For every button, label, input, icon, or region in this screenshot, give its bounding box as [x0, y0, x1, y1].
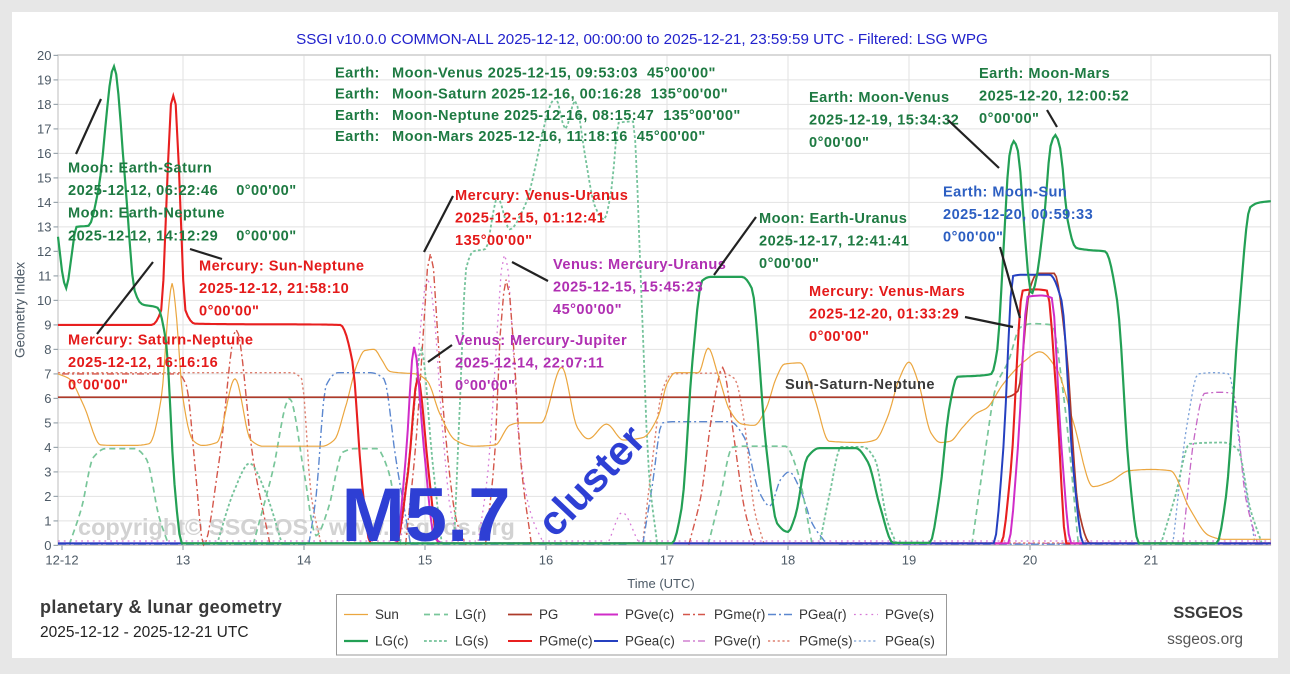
svg-text:2025-12-15, 15:45:23: 2025-12-15, 15:45:23 — [553, 279, 703, 295]
svg-text:0°00'00": 0°00'00" — [68, 377, 128, 393]
svg-text:15: 15 — [418, 553, 432, 568]
svg-text:16: 16 — [539, 553, 553, 568]
svg-text:2: 2 — [44, 489, 51, 504]
svg-text:2025-12-17, 12:41:41: 2025-12-17, 12:41:41 — [759, 233, 909, 249]
svg-text:13: 13 — [37, 220, 51, 235]
svg-text:0°00'00": 0°00'00" — [943, 229, 1003, 245]
svg-text:Earth:Moon-Saturn 2025-12-16,: Earth: Moon-Saturn 2025-12-16, 00:16:28 1… — [335, 87, 728, 103]
svg-text:2025-12-12, 21:58:10: 2025-12-12, 21:58:10 — [199, 281, 349, 297]
svg-text:Earth:Moon-Venus 2025-12-15, 0: Earth: Moon-Venus 2025-12-15, 09:53:03 45… — [335, 65, 716, 81]
svg-text:PG: PG — [539, 607, 558, 622]
svg-text:PGea(r): PGea(r) — [799, 607, 847, 622]
svg-text:8: 8 — [44, 342, 51, 357]
svg-text:PGme(c): PGme(c) — [539, 634, 593, 649]
svg-text:PGve(c): PGve(c) — [625, 607, 674, 622]
svg-text:Earth:Moon-Neptune 2025-12-16,: Earth: Moon-Neptune 2025-12-16, 08:15:47 … — [335, 108, 741, 124]
svg-text:copyright© SSGEOS - www.ssgeos: copyright© SSGEOS - www.ssgeos.org — [78, 514, 515, 540]
svg-text:0: 0 — [44, 538, 51, 553]
svg-text:Mercury: Venus-Uranus: Mercury: Venus-Uranus — [455, 188, 628, 204]
svg-text:Earth: Moon-Sun: Earth: Moon-Sun — [943, 185, 1067, 201]
svg-text:planetary & lunar geometry: planetary & lunar geometry — [40, 597, 282, 617]
svg-text:M5.7: M5.7 — [342, 473, 511, 558]
svg-text:PGme(s): PGme(s) — [799, 634, 853, 649]
svg-text:14: 14 — [37, 195, 51, 210]
svg-text:2025-12-20, 12:00:52: 2025-12-20, 12:00:52 — [979, 88, 1129, 104]
svg-text:0°00'00": 0°00'00" — [809, 135, 869, 151]
svg-text:2025-12-12, 16:16:16: 2025-12-12, 16:16:16 — [68, 355, 218, 371]
svg-text:18: 18 — [781, 553, 795, 568]
svg-text:SSGEOS: SSGEOS — [1173, 604, 1243, 622]
svg-text:PGea(s): PGea(s) — [885, 634, 935, 649]
svg-text:Moon: Earth-Neptune: Moon: Earth-Neptune — [68, 206, 225, 222]
svg-text:LG(s): LG(s) — [455, 634, 488, 649]
svg-text:2025-12-14, 22:07:11: 2025-12-14, 22:07:11 — [455, 355, 604, 371]
svg-text:1: 1 — [44, 514, 51, 529]
svg-text:LG(r): LG(r) — [455, 607, 486, 622]
svg-text:Mercury: Sun-Neptune: Mercury: Sun-Neptune — [199, 259, 365, 275]
svg-text:9: 9 — [44, 318, 51, 333]
svg-text:LG(c): LG(c) — [375, 634, 408, 649]
svg-text:Venus: Mercury-Jupiter: Venus: Mercury-Jupiter — [455, 333, 627, 349]
svg-text:20: 20 — [1023, 553, 1037, 568]
svg-text:12-12: 12-12 — [45, 553, 78, 568]
svg-text:10: 10 — [37, 293, 51, 308]
svg-text:2025-12-20, 00:59:33: 2025-12-20, 00:59:33 — [943, 207, 1093, 223]
svg-text:12: 12 — [37, 244, 51, 259]
svg-text:ssgeos.org: ssgeos.org — [1167, 631, 1243, 648]
svg-text:Mercury: Saturn-Neptune: Mercury: Saturn-Neptune — [68, 333, 254, 349]
svg-text:11: 11 — [38, 269, 52, 284]
svg-text:2025-12-15, 01:12:41: 2025-12-15, 01:12:41 — [455, 210, 605, 226]
svg-text:Sun: Sun — [375, 607, 399, 622]
svg-text:13: 13 — [176, 553, 190, 568]
svg-text:45°00'00": 45°00'00" — [553, 302, 622, 318]
svg-text:Earth: Moon-Mars: Earth: Moon-Mars — [979, 66, 1110, 82]
svg-text:15: 15 — [37, 171, 51, 186]
svg-text:5: 5 — [44, 416, 51, 431]
svg-text:17: 17 — [37, 122, 51, 137]
svg-text:0°00'00": 0°00'00" — [979, 111, 1039, 127]
svg-text:Venus: Mercury-Uranus: Venus: Mercury-Uranus — [553, 257, 726, 273]
svg-text:PGea(c): PGea(c) — [625, 634, 675, 649]
svg-text:PGve(s): PGve(s) — [885, 607, 934, 622]
svg-text:2025-12-20, 01:33:29: 2025-12-20, 01:33:29 — [809, 306, 959, 322]
svg-text:2025-12-12, 06:22:46 0°00'0: 2025-12-12, 06:22:46 0°00'00" — [68, 183, 297, 199]
svg-text:17: 17 — [660, 553, 674, 568]
svg-text:SSGI v10.0.0 COMMON-ALL 2025-1: SSGI v10.0.0 COMMON-ALL 2025-12-12, 00:0… — [296, 31, 988, 48]
svg-text:19: 19 — [37, 73, 51, 88]
svg-text:Time (UTC): Time (UTC) — [627, 576, 694, 591]
svg-text:18: 18 — [37, 97, 51, 112]
svg-text:2025-12-12 - 2025-12-21 UTC: 2025-12-12 - 2025-12-21 UTC — [40, 624, 249, 641]
svg-text:Sun-Saturn-Neptune: Sun-Saturn-Neptune — [785, 377, 935, 393]
svg-text:135°00'00": 135°00'00" — [455, 233, 533, 249]
svg-text:20: 20 — [37, 48, 51, 63]
svg-text:0°00'00": 0°00'00" — [809, 329, 869, 345]
svg-text:PGme(r): PGme(r) — [714, 607, 765, 622]
svg-text:14: 14 — [297, 553, 311, 568]
svg-text:2025-12-19, 15:34:32: 2025-12-19, 15:34:32 — [809, 112, 959, 128]
svg-text:Geometry Index: Geometry Index — [13, 262, 28, 358]
svg-text:Moon: Earth-Uranus: Moon: Earth-Uranus — [759, 211, 907, 227]
svg-text:7: 7 — [44, 367, 51, 382]
svg-text:0°00'00": 0°00'00" — [455, 378, 515, 394]
svg-text:0°00'00": 0°00'00" — [199, 303, 259, 319]
svg-text:Earth: Moon-Venus: Earth: Moon-Venus — [809, 90, 950, 106]
svg-text:2025-12-12, 14:12:29 0°00'0: 2025-12-12, 14:12:29 0°00'00" — [68, 228, 297, 244]
svg-text:3: 3 — [44, 465, 51, 480]
svg-text:4: 4 — [44, 440, 51, 455]
svg-text:19: 19 — [902, 553, 916, 568]
svg-text:Earth:Moon-Mars 2025-12-16, 11: Earth: Moon-Mars 2025-12-16, 11:18:16 45°… — [335, 129, 706, 145]
svg-text:Moon: Earth-Saturn: Moon: Earth-Saturn — [68, 161, 212, 177]
svg-text:0°00'00": 0°00'00" — [759, 256, 819, 272]
svg-text:21: 21 — [1144, 553, 1158, 568]
svg-text:6: 6 — [44, 391, 51, 406]
svg-text:16: 16 — [37, 146, 51, 161]
svg-text:PGve(r): PGve(r) — [714, 634, 761, 649]
svg-text:Mercury: Venus-Mars: Mercury: Venus-Mars — [809, 284, 965, 300]
